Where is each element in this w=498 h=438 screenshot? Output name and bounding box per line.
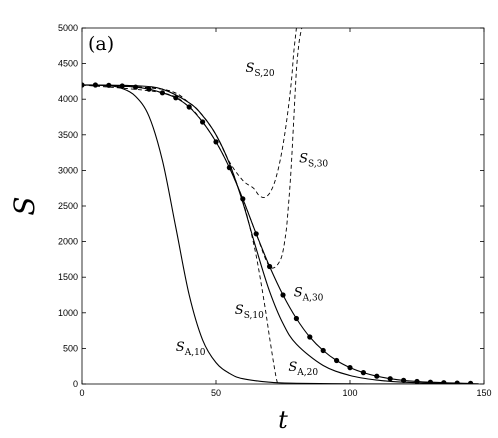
y-tick-label: 3500 bbox=[58, 130, 78, 140]
data-point bbox=[441, 380, 447, 384]
data-point bbox=[320, 347, 326, 354]
y-tick-label: 1000 bbox=[58, 308, 78, 318]
x-tick-label: 100 bbox=[342, 388, 357, 398]
data-point bbox=[253, 231, 259, 237]
annotations-layer: SA,10 SS,10 SA,20 SA,30 SS,20 SS,30 bbox=[176, 61, 329, 378]
data-point bbox=[427, 379, 433, 384]
y-tick-label: 0 bbox=[73, 379, 78, 389]
x-tick-label: 150 bbox=[476, 388, 491, 398]
plot-frame bbox=[81, 27, 485, 385]
data-point bbox=[119, 83, 125, 89]
series-line-5 bbox=[82, 28, 303, 269]
panel-label: (a) bbox=[88, 33, 114, 55]
x-axis-label: t bbox=[278, 406, 288, 434]
x-tick-label: 50 bbox=[211, 388, 221, 398]
y-tick-label: 4000 bbox=[58, 94, 78, 104]
data-point bbox=[360, 370, 366, 376]
data-point bbox=[387, 376, 393, 382]
data-point bbox=[374, 373, 380, 379]
series-line-2 bbox=[82, 84, 471, 384]
y-tick-label: 4500 bbox=[58, 59, 78, 69]
x-tick-label: 0 bbox=[79, 388, 84, 398]
data-point bbox=[414, 378, 420, 384]
data-point bbox=[106, 82, 112, 88]
series-annotation: SA,10 bbox=[176, 340, 206, 358]
data-point bbox=[334, 357, 340, 364]
data-point bbox=[293, 315, 299, 322]
series-line-3 bbox=[82, 84, 279, 384]
y-axis-label: S bbox=[8, 196, 41, 215]
data-point bbox=[347, 365, 353, 371]
data-point bbox=[401, 377, 407, 383]
data-point bbox=[468, 380, 474, 384]
series-annotation: SS,30 bbox=[299, 152, 328, 170]
y-tick-label: 2000 bbox=[58, 237, 78, 247]
series-line-0 bbox=[82, 84, 479, 384]
data-point bbox=[92, 82, 98, 88]
y-tick-label: 2500 bbox=[58, 201, 78, 211]
series-annotation: SS,20 bbox=[246, 61, 275, 79]
data-point bbox=[280, 292, 286, 298]
y-tick-label: 5000 bbox=[58, 23, 78, 33]
series-layer bbox=[82, 28, 479, 384]
y-tick-label: 3000 bbox=[58, 165, 78, 175]
data-point bbox=[307, 334, 313, 340]
series-annotation: SS,10 bbox=[235, 303, 264, 321]
ticks-layer: 0 50 100 1500500100015002000250030003500400… bbox=[58, 23, 492, 398]
y-tick-label: 500 bbox=[63, 343, 78, 353]
series-line-4 bbox=[82, 28, 297, 199]
y-tick-label: 1500 bbox=[58, 272, 78, 282]
series-line-1 bbox=[82, 84, 479, 384]
series-annotation: SA,20 bbox=[288, 360, 318, 378]
series-annotation: SA,30 bbox=[294, 285, 324, 303]
data-point bbox=[133, 84, 139, 90]
data-point bbox=[454, 380, 460, 384]
